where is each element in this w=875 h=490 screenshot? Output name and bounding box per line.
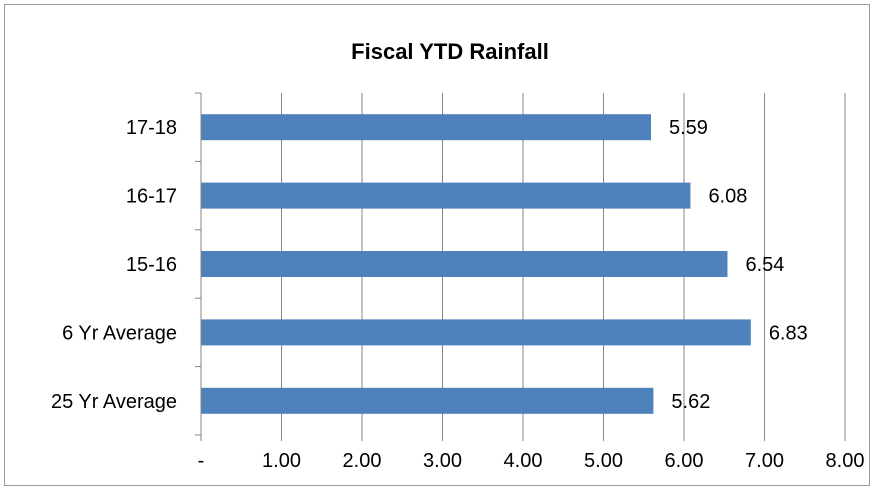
x-tick-label: 5.00	[584, 450, 623, 472]
chart-title: Fiscal YTD Rainfall	[351, 39, 549, 64]
bar-data-label: 6.54	[745, 254, 784, 276]
bar-3	[201, 319, 751, 346]
bar-data-label: 5.59	[669, 117, 708, 139]
bar-4	[201, 387, 654, 414]
labels: - 1.00 2.00 3.00 4.00 5.00 6.00 7.00 8.00 17-18 5.…	[51, 117, 865, 472]
bar-0	[201, 114, 651, 141]
x-tick-label: 6.00	[665, 450, 704, 472]
x-tick-label: 7.00	[745, 450, 784, 472]
x-tick-label: 2.00	[343, 450, 382, 472]
y-category-label: 6 Yr Average	[62, 322, 177, 344]
y-category-label: 17-18	[126, 117, 177, 139]
x-tick-label: 4.00	[504, 450, 543, 472]
axes	[195, 92, 846, 441]
bar-data-label: 6.08	[708, 186, 747, 208]
bar-1	[201, 182, 691, 209]
x-tick-label: 8.00	[826, 450, 865, 472]
y-category-label: 15-16	[126, 254, 177, 276]
bar-data-label: 6.83	[769, 322, 808, 344]
x-tick-label: -	[198, 450, 205, 472]
chart-frame: Fiscal YTD Rainfall - 1.00 2.00 3.00 4.00 5.0…	[4, 4, 870, 486]
bar-data-label: 5.62	[671, 391, 710, 413]
bar-chart: Fiscal YTD Rainfall - 1.00 2.00 3.00 4.00 5.0…	[51, 39, 865, 472]
bar-2	[201, 251, 728, 277]
bars	[201, 114, 751, 414]
y-category-label: 25 Yr Average	[51, 391, 177, 413]
x-tick-label: 3.00	[423, 450, 462, 472]
y-category-label: 16-17	[126, 186, 177, 208]
x-tick-label: 1.00	[262, 450, 301, 472]
